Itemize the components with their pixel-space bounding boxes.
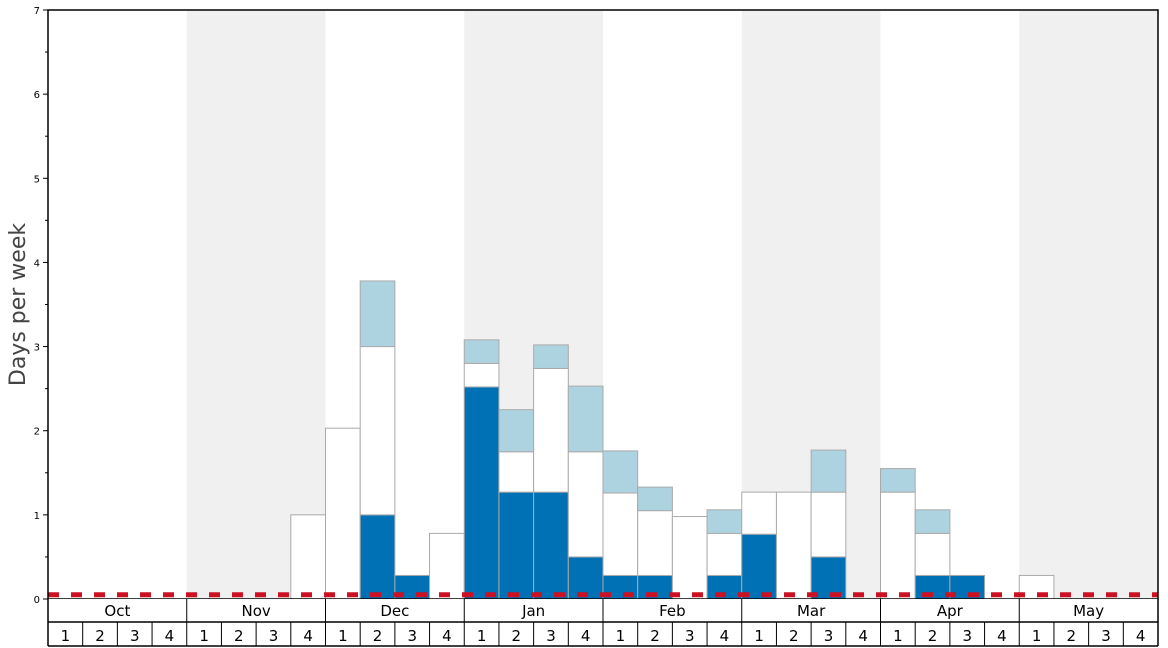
y-tick-label: 5 [34, 174, 40, 185]
bar-segment [914, 532, 951, 576]
week-label: 4 [581, 627, 591, 645]
bar-segment [359, 280, 396, 348]
week-label: 2 [234, 627, 244, 645]
y-tick-label: 6 [34, 90, 40, 101]
month-label: Mar [797, 602, 826, 620]
month-label: Apr [937, 602, 964, 620]
bar-segment [637, 486, 673, 512]
week-label: 3 [269, 627, 279, 645]
bar-segment [498, 409, 535, 453]
y-tick-label: 4 [34, 258, 40, 269]
bar-segment [463, 386, 500, 600]
bar-segment [775, 491, 812, 600]
month-label: Feb [659, 602, 686, 620]
bar-segment [359, 346, 396, 516]
bar-segment [429, 532, 465, 600]
week-label: 2 [789, 627, 799, 645]
week-label: 3 [130, 627, 140, 645]
week-label: 2 [1067, 627, 1077, 645]
week-label: 4 [442, 627, 452, 645]
bar-segment [533, 491, 569, 600]
bar-segment [810, 491, 847, 558]
y-axis: 0 1 2 3 4 5 6 7 [34, 6, 48, 606]
month-label: Nov [241, 602, 270, 620]
week-label: 1 [199, 627, 209, 645]
bar-segment [463, 339, 500, 364]
week-label: 1 [754, 627, 764, 645]
bar-segment [741, 533, 777, 600]
bar-segment [325, 427, 361, 600]
week-label: 2 [373, 627, 383, 645]
month-label: Dec [380, 602, 409, 620]
bar-segment [880, 468, 916, 493]
week-label: 3 [546, 627, 556, 645]
bar-segment [706, 532, 743, 576]
week-label: 1 [616, 627, 626, 645]
month-label: Jan [521, 602, 545, 620]
week-label: 2 [512, 627, 522, 645]
y-tick-label: 2 [34, 427, 40, 438]
bar-segment [567, 556, 604, 600]
bar-segment [810, 556, 847, 600]
week-label: 4 [720, 627, 730, 645]
week-label: 3 [962, 627, 972, 645]
bar-segment [637, 510, 673, 576]
bar-segment [359, 514, 396, 600]
month-label: May [1073, 602, 1104, 620]
week-label: 4 [997, 627, 1007, 645]
bar-segment [706, 509, 743, 534]
week-label: 4 [303, 627, 313, 645]
bar-segment [498, 451, 535, 493]
bar-segment [810, 449, 847, 493]
y-tick-label: 3 [34, 343, 40, 354]
y-tick-label: 7 [34, 6, 40, 17]
week-label: 2 [95, 627, 105, 645]
bar-segment [533, 367, 569, 493]
bar-segment [602, 492, 639, 576]
week-label: 3 [407, 627, 417, 645]
y-tick-label: 1 [34, 511, 40, 522]
week-label: 4 [858, 627, 868, 645]
week-label: 1 [893, 627, 903, 645]
bar-segment [914, 509, 951, 534]
x-axis: Oct Nov Dec Jan Feb Mar Apr May 1 2 3 4 1 2 3 4 1 2 3 4 1 2 3 4… [47, 599, 1159, 647]
y-tick-label: 0 [34, 595, 40, 606]
month-band [186, 10, 326, 599]
week-label: 1 [1032, 627, 1042, 645]
month-label: Oct [104, 602, 130, 620]
bar-segment [290, 514, 326, 600]
y-axis-title: Days per week [6, 223, 31, 386]
bar-segment [498, 491, 535, 600]
week-label: 2 [928, 627, 938, 645]
bar-segment [463, 362, 500, 388]
month-bands [186, 10, 1158, 599]
month-band [1019, 10, 1158, 599]
bar-segment [741, 491, 777, 535]
week-label: 1 [477, 627, 487, 645]
bar-segment [880, 491, 916, 600]
bar-segment [533, 344, 569, 369]
week-label: 3 [824, 627, 834, 645]
week-label: 1 [338, 627, 348, 645]
week-label: 3 [1101, 627, 1111, 645]
week-label: 4 [165, 627, 175, 645]
week-label: 4 [1136, 627, 1146, 645]
bar-segment [671, 516, 708, 600]
bar-segment [567, 451, 604, 558]
bar-segment [567, 385, 604, 453]
week-label: 3 [685, 627, 695, 645]
bars [290, 280, 1055, 600]
week-label: 1 [61, 627, 71, 645]
week-label: 2 [650, 627, 660, 645]
bar-segment [602, 450, 639, 494]
